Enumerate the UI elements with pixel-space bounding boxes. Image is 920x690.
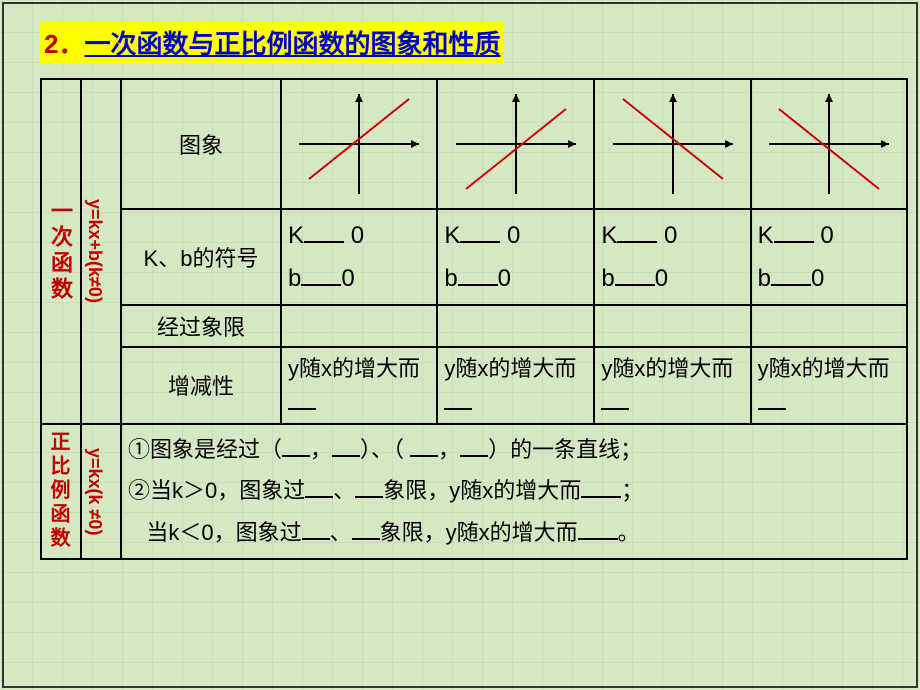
mono-blank — [758, 385, 786, 409]
mono-blank — [601, 385, 629, 409]
graph-3-svg — [603, 89, 743, 199]
linear-formula-label: y=kx+b(k≠0) — [84, 199, 105, 303]
mono-prefix: y随x的增大而 — [758, 356, 890, 381]
b-l1c: ）、（ — [360, 437, 410, 462]
k-zero: 0 — [664, 222, 677, 249]
b-l1d: ， — [438, 437, 460, 462]
k-zero: 0 — [820, 222, 833, 249]
mono-blank — [444, 385, 472, 409]
graph-2-svg — [446, 89, 586, 199]
b-l3c: 象限，y随x的增大而 — [380, 520, 578, 545]
b-label: b — [288, 265, 301, 292]
mono-prefix: y随x的增大而 — [288, 356, 420, 381]
mono-cell-3: y随x的增大而 — [594, 347, 750, 423]
row-kb-sign: K、b的符号 K 0 b 0 K 0 b 0 K 0 b 0 K 0 b 0 — [41, 209, 907, 305]
k-label: K — [288, 222, 304, 249]
b-l1e: ）的一条直线； — [488, 437, 642, 462]
header-quadrant: 经过象限 — [121, 305, 281, 347]
properties-table: 一次函数 y=kx+b(k≠0) 图象 — [40, 78, 908, 560]
proportional-text: ①图象是经过（，）、（ ，）的一条直线； ②当k＞0，图象过、象限，y随x的增大… — [121, 424, 907, 559]
mono-prefix: y随x的增大而 — [444, 356, 576, 381]
b-zero: 0 — [498, 265, 511, 292]
blank — [282, 432, 310, 456]
prop-formula-label: y=kx(k ≠0) — [84, 448, 105, 535]
prop-func-label: 正比例函数 — [44, 431, 73, 551]
b-l3b: 、 — [330, 520, 352, 545]
b-blank — [301, 260, 341, 286]
title-text: 一次函数与正比例函数的图象和性质 — [84, 29, 500, 59]
graph-4-svg — [759, 89, 899, 199]
mono-blank — [288, 385, 316, 409]
row-graph: 一次函数 y=kx+b(k≠0) 图象 — [41, 79, 907, 209]
b-l2c: 象限，y随x的增大而 — [383, 478, 581, 503]
b-blank — [615, 260, 655, 286]
blank — [302, 516, 330, 540]
graph-cell-4 — [751, 79, 907, 209]
b-l2d: ； — [621, 478, 643, 503]
title-number: 2． — [44, 29, 84, 59]
row-proportional: 正比例函数 y=kx(k ≠0) ①图象是经过（ ， ）、（ ， ）的一条直线； ②当… — [41, 424, 907, 559]
row-quadrant: 经过象限 — [41, 305, 907, 347]
blank — [355, 474, 383, 498]
b-l2b: 、 — [333, 478, 355, 503]
graph-cell-1 — [281, 79, 437, 209]
blank — [581, 474, 621, 498]
graph-1-svg — [289, 89, 429, 199]
b-zero: 0 — [341, 265, 354, 292]
side-label-linear: 一次函数 — [41, 79, 81, 424]
b-label: b — [758, 265, 771, 292]
k-zero: 0 — [507, 222, 520, 249]
b-l1a: ①图象是经过（ — [128, 437, 282, 462]
b-label: b — [444, 265, 457, 292]
b-l3a: 当k＜0，图象过 — [146, 520, 301, 545]
header-graph: 图象 — [121, 79, 281, 209]
blank — [460, 432, 488, 456]
graph-cell-2 — [437, 79, 594, 209]
side-label-formula-prop: y=kx(k ≠0) — [81, 424, 121, 559]
k-label: K — [601, 222, 617, 249]
kb-cell-2: K 0 b 0 — [437, 209, 594, 305]
linear-func-label: 一次函数 — [44, 199, 76, 303]
quad-cell-4 — [751, 305, 907, 347]
b-zero: 0 — [811, 265, 824, 292]
blank — [410, 432, 438, 456]
kb-cell-1: K 0 b 0 — [281, 209, 437, 305]
b-zero: 0 — [655, 265, 668, 292]
k-zero: 0 — [351, 222, 364, 249]
k-label: K — [444, 222, 460, 249]
section-title: 2．一次函数与正比例函数的图象和性质 — [40, 22, 504, 63]
kb-cell-3: K 0 b 0 — [594, 209, 750, 305]
mono-cell-1: y随x的增大而 — [281, 347, 437, 423]
mono-cell-2: y随x的增大而 — [437, 347, 594, 423]
side-label-prop: 正比例函数 — [41, 424, 81, 559]
row-monotone: 增减性 y随x的增大而 y随x的增大而 y随x的增大而 y随x的增大而 — [41, 347, 907, 423]
k-blank — [304, 217, 344, 243]
side-label-formula-linear: y=kx+b(k≠0) — [81, 79, 121, 424]
mono-cell-4: y随x的增大而 — [751, 347, 907, 423]
b-blank — [458, 260, 498, 286]
b-blank — [771, 260, 811, 286]
quad-cell-1 — [281, 305, 437, 347]
quad-cell-2 — [437, 305, 594, 347]
k-blank — [774, 217, 814, 243]
header-kb: K、b的符号 — [121, 209, 281, 305]
b-label: b — [601, 265, 614, 292]
k-label: K — [758, 222, 774, 249]
blank — [305, 474, 333, 498]
mono-prefix: y随x的增大而 — [601, 356, 733, 381]
header-monotone: 增减性 — [121, 347, 281, 423]
quad-cell-3 — [594, 305, 750, 347]
k-blank — [617, 217, 657, 243]
b-l1b: ， — [310, 437, 332, 462]
blank — [578, 516, 618, 540]
b-l2a: ②当k＞0，图象过 — [128, 478, 305, 503]
kb-cell-4: K 0 b 0 — [751, 209, 907, 305]
graph-cell-3 — [594, 79, 750, 209]
b-l3d: 。 — [618, 520, 640, 545]
k-blank — [460, 217, 500, 243]
blank — [352, 516, 380, 540]
blank — [332, 432, 360, 456]
